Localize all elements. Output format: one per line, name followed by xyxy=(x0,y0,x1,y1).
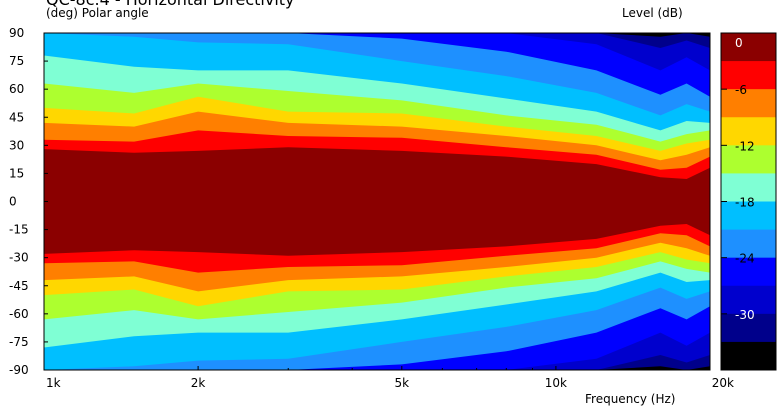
colorbar-swatch xyxy=(721,229,776,259)
y-tick-label: 30 xyxy=(9,138,24,152)
colorbar-title: Level (dB) xyxy=(622,6,683,20)
y-tick-label: 15 xyxy=(9,166,24,180)
y-tick-label: -45 xyxy=(9,279,29,293)
x-tick-label: 2k xyxy=(191,376,206,390)
colorbar: 0 -6 -12 -18 -24 -30 xyxy=(721,32,776,371)
y-tick-label: -75 xyxy=(9,335,29,349)
heatmap-bands xyxy=(44,33,710,370)
colorbar-tick-label: -6 xyxy=(735,83,747,97)
y-tick-label: -60 xyxy=(9,307,29,321)
colorbar-tick-label: -18 xyxy=(735,196,755,210)
colorbar-swatch xyxy=(721,285,776,315)
y-axis-ticks: 90 75 60 45 30 15 0 -15 -30 -45 -60 -75 -90 xyxy=(9,26,48,377)
colorbar-swatch xyxy=(721,341,776,371)
y-tick-label: 45 xyxy=(9,110,24,124)
colorbar-swatch xyxy=(721,201,776,231)
x-tick-label: 10k xyxy=(545,376,567,390)
x-tick-label: 5k xyxy=(395,376,410,390)
colorbar-tick-label: -24 xyxy=(735,252,755,266)
colorbar-swatch xyxy=(721,89,776,118)
colorbar-swatch xyxy=(721,313,776,343)
colorbar-frame xyxy=(720,32,777,371)
colorbar-swatch xyxy=(721,145,776,174)
colorbar-swatch xyxy=(721,257,776,287)
x-axis-label: Frequency (Hz) xyxy=(585,392,676,406)
x-axis-ticks: 1k 2k 5k 10k 20k xyxy=(43,366,734,390)
colorbar-swatch xyxy=(721,117,776,146)
y-tick-label: 75 xyxy=(9,54,24,68)
chart-title: QC-8c.4 - Horizontal Directivity xyxy=(46,0,295,9)
y-tick-label: -30 xyxy=(9,251,29,265)
colorbar-swatch xyxy=(721,33,776,62)
x-tick-label: 20k xyxy=(712,376,734,390)
colorbar-tick-label: -12 xyxy=(735,139,755,153)
band-3db xyxy=(44,147,710,256)
colorbar-swatch xyxy=(721,61,776,90)
colorbar-tick-label: 0 xyxy=(735,36,743,50)
colorbar-tick-label: -30 xyxy=(735,308,755,322)
colorbar-swatch xyxy=(721,173,776,202)
y-tick-label: 90 xyxy=(9,26,24,40)
y-tick-label: 0 xyxy=(9,195,17,209)
y-tick-label: -90 xyxy=(9,363,29,377)
y-tick-label: 60 xyxy=(9,82,24,96)
y-axis-label: (deg) Polar angle xyxy=(46,6,149,20)
x-tick-label: 1k xyxy=(46,376,61,390)
y-tick-label: -15 xyxy=(9,223,29,237)
